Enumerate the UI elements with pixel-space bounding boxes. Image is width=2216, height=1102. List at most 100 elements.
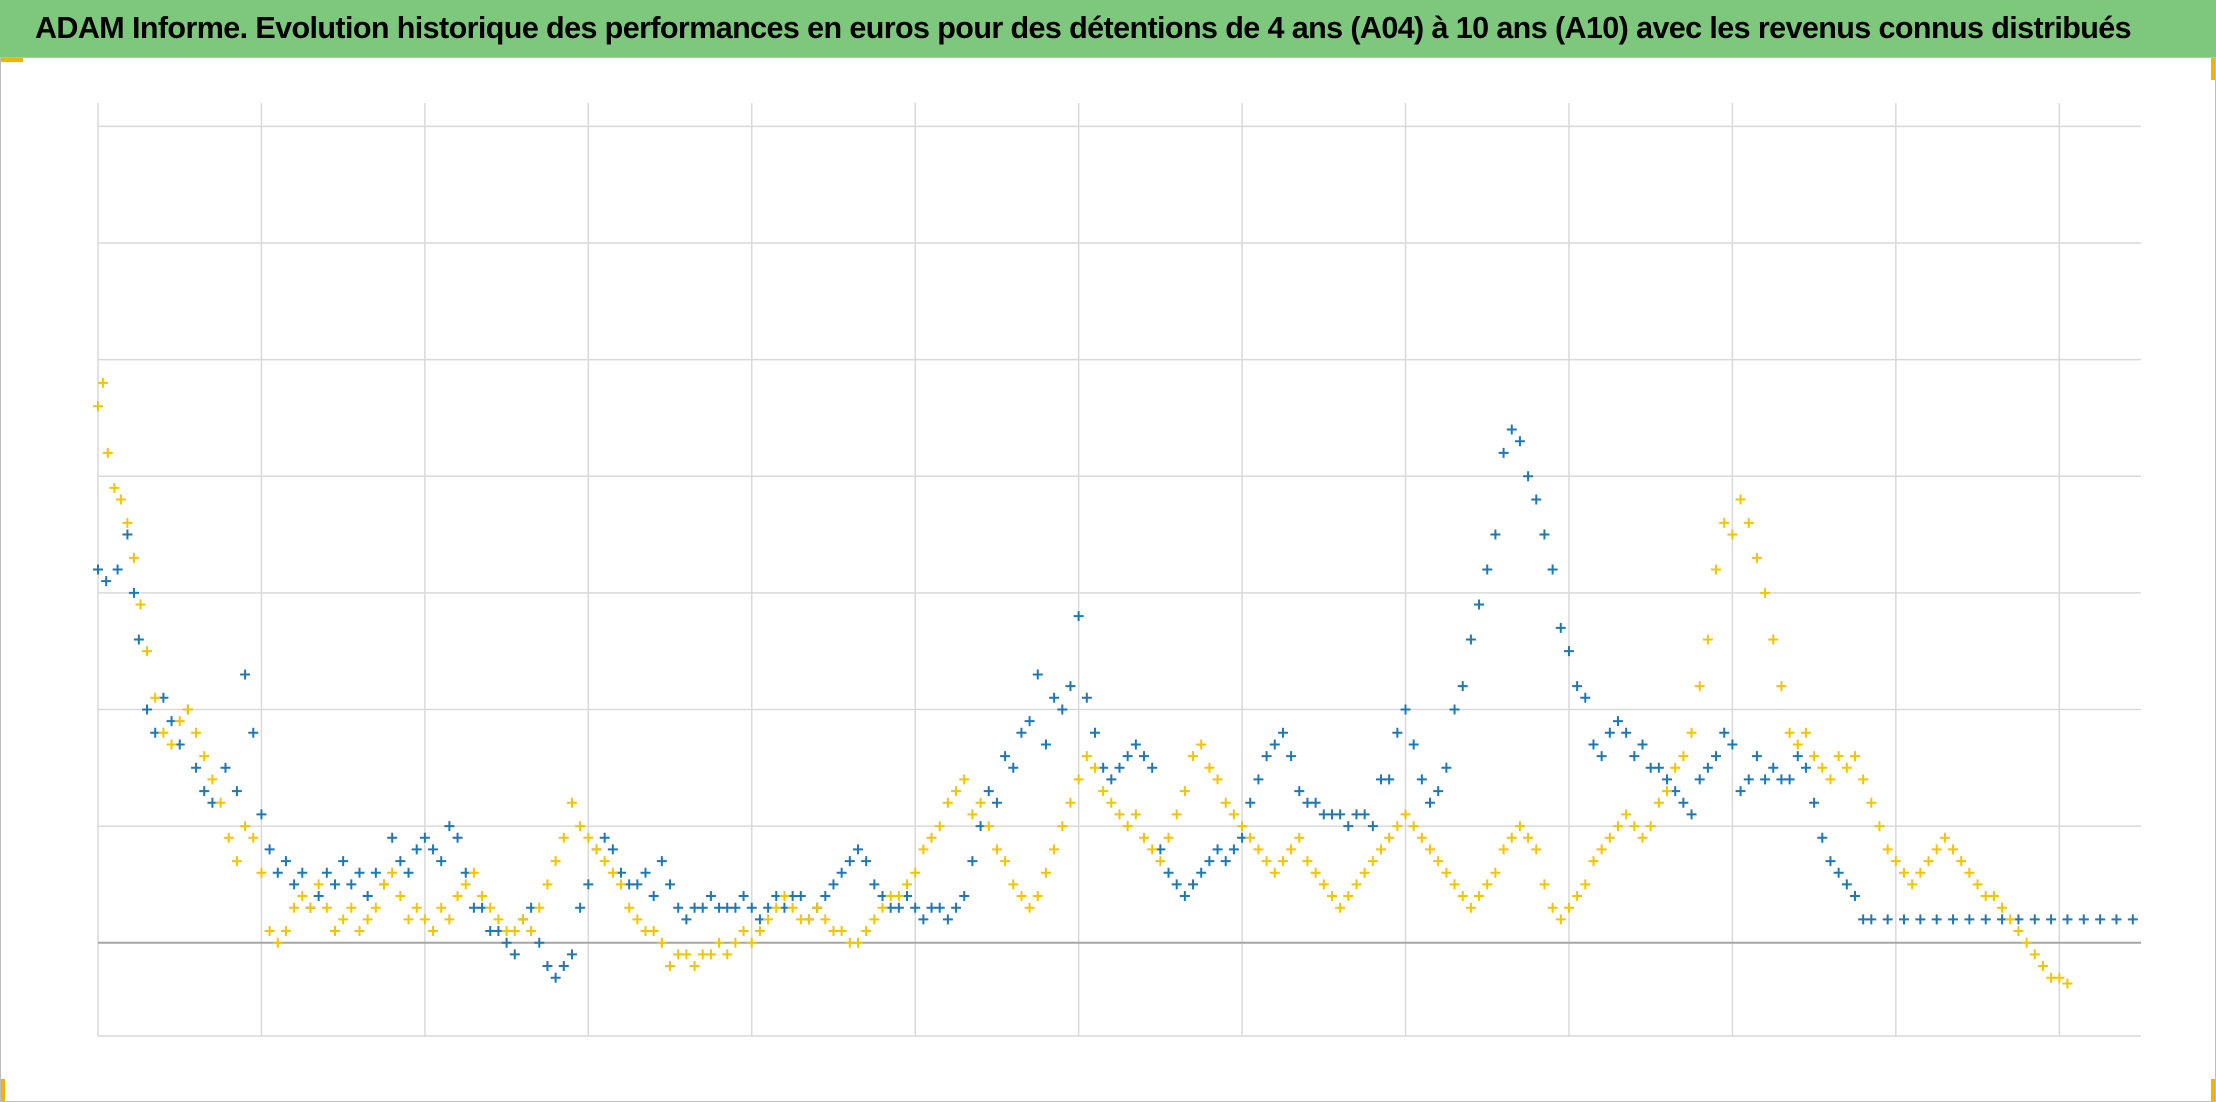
data-point — [665, 961, 676, 972]
data-point — [1751, 751, 1762, 762]
data-point — [1825, 774, 1836, 785]
data-point — [1367, 856, 1378, 867]
data-point — [1948, 844, 1959, 855]
data-point — [648, 926, 659, 937]
data-point — [264, 844, 275, 855]
data-point — [1621, 727, 1632, 738]
data-point — [321, 867, 332, 878]
data-point — [1073, 611, 1084, 622]
data-point — [1425, 844, 1436, 855]
data-point — [705, 891, 716, 902]
data-point — [1768, 634, 1779, 645]
data-point — [1188, 879, 1199, 890]
data-point — [1498, 447, 1509, 458]
data-point — [101, 576, 112, 587]
data-point — [1310, 797, 1321, 808]
data-point — [1825, 856, 1836, 867]
data-point — [158, 727, 169, 738]
data-point — [2013, 926, 2024, 937]
data-point — [1841, 879, 1852, 890]
data-point — [1449, 704, 1460, 715]
frame-corner-marker — [1, 1079, 5, 1101]
data-point — [1318, 879, 1329, 890]
data-point — [1351, 879, 1362, 890]
data-point — [951, 786, 962, 797]
data-point — [1604, 727, 1615, 738]
data-point — [289, 879, 300, 890]
data-point — [1719, 727, 1730, 738]
data-point — [1465, 634, 1476, 645]
data-point — [1653, 797, 1664, 808]
data-point — [1277, 727, 1288, 738]
data-point — [820, 914, 831, 925]
data-point — [681, 914, 692, 925]
data-point — [2021, 937, 2032, 948]
data-point — [1122, 821, 1133, 832]
data-point — [436, 856, 447, 867]
data-point — [1694, 774, 1705, 785]
data-point — [640, 867, 651, 878]
data-point — [534, 937, 545, 948]
data-point — [128, 552, 139, 563]
data-point — [1000, 856, 1011, 867]
data-point — [1637, 832, 1648, 843]
data-point — [128, 587, 139, 598]
data-point — [852, 937, 863, 948]
data-point — [452, 891, 463, 902]
data-point — [1572, 681, 1583, 692]
data-point — [1253, 844, 1264, 855]
data-point — [1988, 891, 1999, 902]
data-point — [836, 926, 847, 937]
data-point — [1400, 809, 1411, 820]
data-point — [1335, 902, 1346, 913]
data-point — [1833, 867, 1844, 878]
data-point — [370, 902, 381, 913]
data-point — [1743, 774, 1754, 785]
data-point — [1302, 856, 1313, 867]
data-point — [109, 482, 120, 493]
data-point — [387, 832, 398, 843]
data-point — [1016, 727, 1027, 738]
data-point — [1694, 681, 1705, 692]
data-point — [730, 937, 741, 948]
data-point — [240, 821, 251, 832]
chart-title: ADAM Informe. Evolution historique des p… — [35, 11, 2132, 45]
data-point — [1711, 751, 1722, 762]
data-point — [779, 891, 790, 902]
data-point — [1294, 832, 1305, 843]
data-point — [983, 821, 994, 832]
data-point — [1392, 821, 1403, 832]
data-point — [93, 401, 103, 412]
data-point — [991, 844, 1002, 855]
data-point — [910, 867, 921, 878]
data-point — [624, 902, 635, 913]
data-point — [1392, 727, 1403, 738]
data-point — [509, 926, 520, 937]
data-point — [133, 634, 144, 645]
data-point — [1678, 751, 1689, 762]
data-point — [419, 914, 430, 925]
data-point — [112, 564, 123, 575]
data-point — [1457, 681, 1468, 692]
data-point — [656, 856, 667, 867]
data-point — [1547, 564, 1558, 575]
data-point — [1514, 821, 1525, 832]
data-point — [599, 856, 610, 867]
data-point — [1604, 832, 1615, 843]
series-2 — [93, 377, 2073, 989]
data-point — [599, 832, 610, 843]
data-point — [428, 844, 439, 855]
data-point — [1122, 751, 1133, 762]
series-points — [93, 377, 2138, 989]
data-point — [1833, 751, 1844, 762]
data-point — [1228, 809, 1239, 820]
data-point — [1196, 739, 1207, 750]
data-point — [607, 867, 618, 878]
data-point — [280, 926, 291, 937]
data-point — [1800, 727, 1811, 738]
data-point — [272, 867, 283, 878]
data-point — [1040, 867, 1051, 878]
data-point — [926, 832, 937, 843]
data-point — [1220, 856, 1231, 867]
data-point — [2037, 961, 2048, 972]
